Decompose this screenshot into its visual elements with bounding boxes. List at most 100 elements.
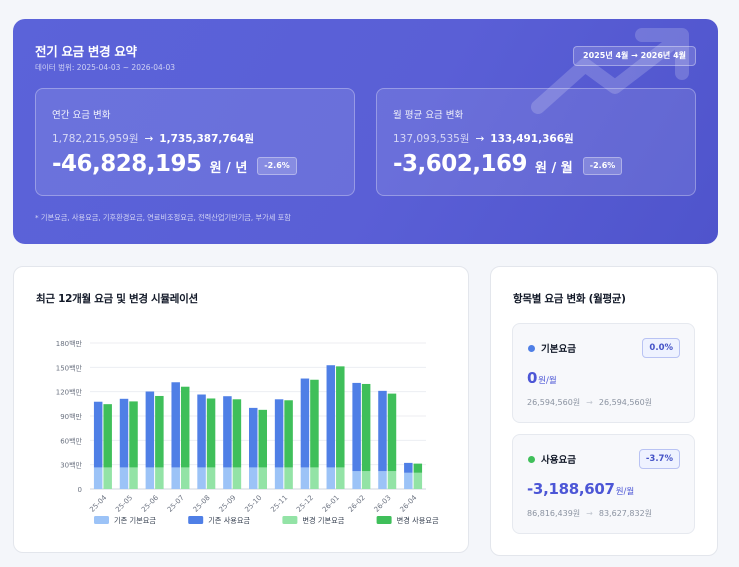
x-tick-label: 25-04: [88, 493, 108, 513]
item-change-value: 0: [527, 369, 538, 387]
bar-변경 사용요금: [180, 386, 190, 468]
annual-change-pct: -2.6%: [257, 156, 297, 175]
item-from: 26,594,560원: [527, 398, 581, 407]
monthly-change-card: 월 평균 요금 변화 137,093,535원 → 133,491,366원 -3,…: [376, 88, 696, 196]
bar-기존 사용요금: [404, 462, 413, 473]
bar-기존 기본요금: [223, 467, 232, 489]
bar-변경 기본요금: [310, 467, 319, 489]
bar-변경 기본요금: [155, 467, 164, 489]
x-tick-label: 25-05: [114, 494, 134, 514]
annual-change-card: 연간 요금 변화 1,782,215,959원 → 1,735,387,764원 -…: [35, 88, 355, 196]
bar-기존 기본요금: [352, 471, 361, 489]
bar-변경 사용요금: [103, 404, 112, 468]
legend-label: 변경 사용요금: [397, 516, 439, 525]
legend-swatch: [188, 516, 204, 524]
bar-변경 기본요금: [258, 467, 267, 489]
item-from-to: 86,816,439원 → 83,627,832원: [527, 508, 652, 519]
bar-기존 기본요금: [378, 471, 387, 489]
annual-change-label: 연간 요금 변화: [52, 110, 111, 121]
bar-변경 사용요금: [232, 399, 242, 468]
annual-from: 1,782,215,959원: [52, 133, 139, 145]
bar-기존 사용요금: [326, 365, 336, 468]
bar-변경 기본요금: [387, 471, 397, 489]
summary-banner: 전기 요금 변경 요약 데이터 범위: 2025-04-03 ~ 2026-04…: [13, 19, 718, 244]
x-tick-label: 26-03: [373, 494, 393, 514]
period-badge: 2025년 4월 → 2026년 4월: [573, 46, 696, 66]
bar-변경 사용요금: [310, 379, 319, 468]
legend-swatch: [282, 516, 298, 524]
bar-기존 기본요금: [197, 467, 206, 489]
y-tick-label: 90백만: [60, 412, 82, 421]
bar-기존 사용요금: [378, 390, 387, 472]
bar-기존 기본요금: [249, 467, 258, 489]
bar-변경 기본요금: [232, 467, 242, 489]
bar-변경 기본요금: [103, 467, 112, 489]
item-change-main: 0원/월: [527, 368, 557, 387]
item-from: 86,816,439원: [527, 509, 581, 518]
x-tick-label: 26-04: [398, 493, 418, 513]
bar-변경 사용요금: [129, 401, 138, 468]
bar-기존 사용요금: [119, 398, 129, 468]
page-title: 전기 요금 변경 요약: [35, 44, 137, 59]
bar-변경 기본요금: [206, 467, 216, 489]
bar-기존 사용요금: [352, 382, 361, 472]
monthly-change-pct: -2.6%: [582, 156, 623, 175]
bar-기존 사용요금: [93, 401, 103, 468]
bar-기존 사용요금: [171, 382, 180, 468]
monthly-change-main: -3,602,169 원 / 월 -2.6%: [393, 151, 623, 177]
bar-기존 기본요금: [274, 467, 284, 489]
bar-변경 기본요금: [336, 467, 345, 489]
item-to: 83,627,832원: [598, 509, 653, 518]
legend-label: 기존 기본요금: [114, 516, 156, 525]
bar-기존 기본요금: [404, 472, 413, 489]
bar-변경 사용요금: [155, 395, 164, 468]
legend-label: 기존 사용요금: [208, 516, 250, 525]
monthly-change-value: -3,602,169: [393, 151, 528, 177]
bar-변경 사용요금: [413, 463, 423, 473]
annual-change-value: -46,828,195: [52, 151, 202, 177]
item-change-value: -3,188,607: [527, 480, 615, 498]
x-tick-label: 25-10: [243, 494, 263, 514]
x-tick-label: 25-12: [295, 494, 315, 514]
legend-swatch: [94, 516, 109, 524]
chart-title: 최근 12개월 요금 및 변경 시뮬레이션: [36, 293, 198, 305]
bar-기존 기본요금: [171, 467, 180, 489]
annual-change-main: -46,828,195 원 / 년 -2.6%: [52, 151, 297, 177]
monthly-change-unit: 원 / 월: [535, 160, 573, 176]
x-tick-label: 25-07: [166, 494, 186, 514]
y-tick-label: 120백만: [56, 388, 83, 397]
item-from-to: 26,594,560원 → 26,594,560원: [527, 397, 652, 408]
bar-기존 기본요금: [145, 467, 155, 489]
bar-변경 사용요금: [206, 398, 216, 468]
x-tick-label: 26-01: [321, 494, 341, 514]
monthly-to: 133,491,366원: [490, 133, 574, 145]
item-to: 26,594,560원: [598, 398, 653, 407]
bar-변경 기본요금: [180, 467, 190, 489]
annual-change-unit: 원 / 년: [209, 160, 248, 176]
bar-변경 사용요금: [284, 400, 293, 468]
item-change-panel: 항목별 요금 변화 (월평균) 기본요금 0.0% 0원/월 26,594,56…: [490, 266, 718, 556]
arrow-right-icon: →: [586, 398, 593, 407]
x-tick-label: 26-02: [347, 494, 367, 514]
bar-변경 사용요금: [361, 383, 371, 472]
item-pct-badge: 0.0%: [642, 338, 680, 358]
bar-기존 사용요금: [223, 396, 232, 468]
item-pct-badge: -3.7%: [638, 449, 680, 469]
stacked-bar-chart: 0 30백만 60백만 90백만 120백만 150백만 180백만 25-04 25-05 25…: [56, 339, 439, 525]
monthly-change-label: 월 평균 요금 변화: [393, 110, 464, 121]
x-tick-label: 25-08: [192, 494, 212, 514]
item-change-unit: 원/월: [538, 376, 557, 386]
y-tick-label: 30백만: [60, 461, 82, 470]
y-tick-label: 150백만: [56, 363, 83, 372]
item-change-title: 항목별 요금 변화 (월평균): [513, 293, 626, 305]
item-change-unit: 원/월: [615, 487, 635, 497]
bar-기존 기본요금: [93, 467, 103, 489]
x-tick-label: 25-06: [140, 493, 160, 513]
legend-label: 변경 기본요금: [302, 516, 344, 525]
annual-from-to: 1,782,215,959원 → 1,735,387,764원: [52, 131, 254, 146]
monthly-from: 137,093,535원: [393, 133, 470, 145]
annual-to: 1,735,387,764원: [159, 133, 254, 145]
y-tick-label: 60백만: [60, 436, 82, 445]
bar-변경 기본요금: [284, 467, 293, 489]
